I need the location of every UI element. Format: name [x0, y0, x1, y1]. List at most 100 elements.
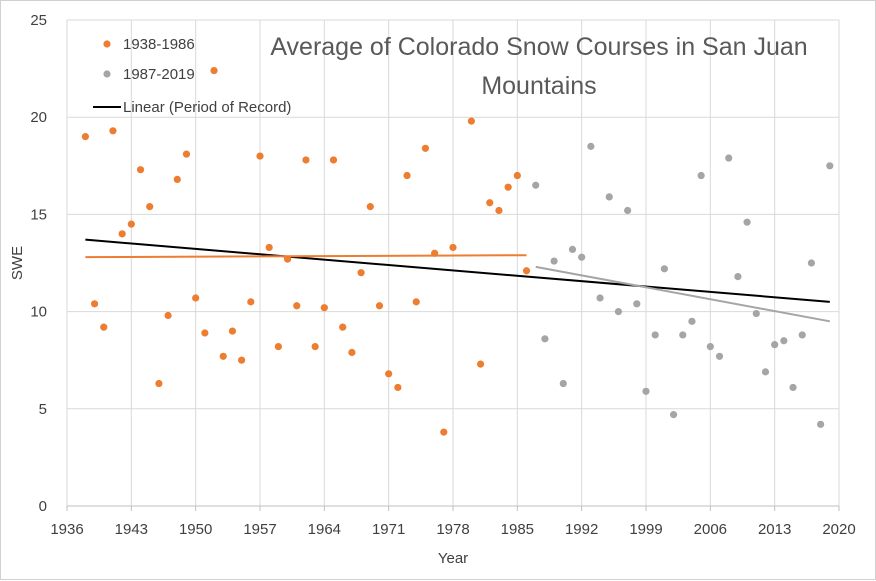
legend: 1938-1986 1987-2019 Linear (Period of Reco… [93, 36, 291, 116]
series-0-point [421, 144, 430, 152]
series-1-point [660, 265, 668, 273]
series-1-point [725, 154, 733, 162]
x-tick-label: 1978 [436, 521, 469, 538]
series-0-point [385, 370, 393, 378]
series-0-point [201, 329, 209, 337]
series-0-point [394, 383, 402, 392]
series-0-point [375, 302, 384, 310]
x-tick-label: 1964 [308, 521, 341, 538]
series-1-point [743, 218, 751, 226]
x-tick-label: 1999 [629, 521, 662, 538]
x-axis-title: Year [438, 550, 468, 567]
data-points [81, 66, 834, 436]
series-1-point [715, 352, 724, 360]
series-0-point [320, 304, 328, 312]
trendline-0 [85, 238, 830, 303]
chart-title: Average of Colorado Snow Courses in San … [270, 33, 807, 100]
chart-title-line: Average of Colorado Snow Courses in San … [270, 33, 807, 61]
series-1-point [771, 341, 779, 349]
series-0-point [486, 199, 494, 207]
series-1-point [633, 300, 641, 308]
series-1-point [568, 245, 577, 253]
series-0-point [164, 311, 172, 320]
series-1-point [541, 335, 549, 343]
series-0-point [100, 323, 108, 331]
series-0-point [265, 243, 273, 252]
legend-marker [103, 70, 111, 78]
legend-label: 1938-1986 [123, 36, 195, 53]
series-0-point [247, 298, 255, 306]
series-0-point [81, 133, 89, 141]
trendlines [85, 238, 830, 323]
legend-marker [103, 40, 111, 48]
x-tick-label: 1985 [501, 521, 534, 538]
series-1-point [624, 206, 632, 215]
series-0-point [256, 152, 264, 160]
series-1-point [688, 317, 696, 325]
series-1-point [587, 142, 595, 150]
series-1-point [798, 331, 806, 339]
series-1-point [761, 368, 770, 376]
y-tick-label: 20 [30, 109, 47, 126]
series-1-point [596, 294, 604, 302]
series-1-point [817, 420, 825, 428]
series-0-point [311, 342, 319, 351]
y-axis-title: SWE [9, 246, 26, 280]
series-0-point [357, 269, 365, 277]
y-tick-label: 5 [39, 401, 47, 418]
series-0-point [495, 206, 503, 215]
series-1-point [559, 379, 567, 388]
series-0-point [522, 267, 531, 275]
series-0-point [366, 203, 374, 211]
series-0-point [302, 156, 310, 164]
series-0-point [136, 166, 145, 174]
x-tick-label: 1950 [179, 521, 212, 538]
series-0-point [90, 300, 99, 308]
series-0-point [173, 175, 181, 184]
series-0-point [109, 127, 117, 135]
series-1-point [706, 342, 714, 351]
chart-title-line: Mountains [481, 72, 596, 100]
x-tick-label: 1992 [565, 521, 598, 538]
series-0-point [412, 298, 420, 306]
series-1-point [780, 337, 788, 345]
x-tick-label: 1971 [372, 521, 405, 538]
series-0-point [228, 327, 237, 335]
series-1-point [752, 309, 760, 318]
y-tick-label: 25 [30, 12, 47, 29]
y-tick-label: 15 [30, 206, 47, 223]
series-1-point [826, 162, 834, 170]
series-1-point [807, 259, 816, 267]
y-tick-label: 10 [30, 304, 47, 321]
series-0-point [329, 156, 338, 164]
series-1-point [669, 411, 678, 419]
y-tick-label: 0 [39, 498, 47, 515]
series-1-point [614, 308, 623, 316]
series-1-point [651, 331, 659, 339]
series-0-point [449, 243, 457, 252]
trendline-2 [535, 265, 830, 323]
x-tick-label: 2013 [758, 521, 791, 538]
legend-label: 1987-2019 [123, 66, 195, 83]
legend-label: Linear (Period of Record) [123, 99, 291, 116]
series-0-point [155, 379, 163, 388]
x-tick-label: 1957 [243, 521, 276, 538]
series-0-point [431, 249, 439, 257]
series-1-point [550, 257, 558, 265]
series-1-point [605, 193, 613, 201]
series-1-point [697, 171, 705, 180]
series-0-point [274, 342, 282, 351]
x-tick-label: 2020 [822, 521, 855, 538]
series-0-point [467, 117, 475, 125]
series-0-point [219, 352, 227, 360]
series-1-point [532, 181, 540, 189]
series-0-point [403, 171, 411, 180]
gridlines [66, 19, 840, 507]
series-0-point [348, 348, 356, 357]
series-0-point [283, 255, 292, 263]
series-0-point [238, 356, 246, 364]
series-0-point [192, 294, 200, 302]
trendline-1 [85, 254, 527, 259]
